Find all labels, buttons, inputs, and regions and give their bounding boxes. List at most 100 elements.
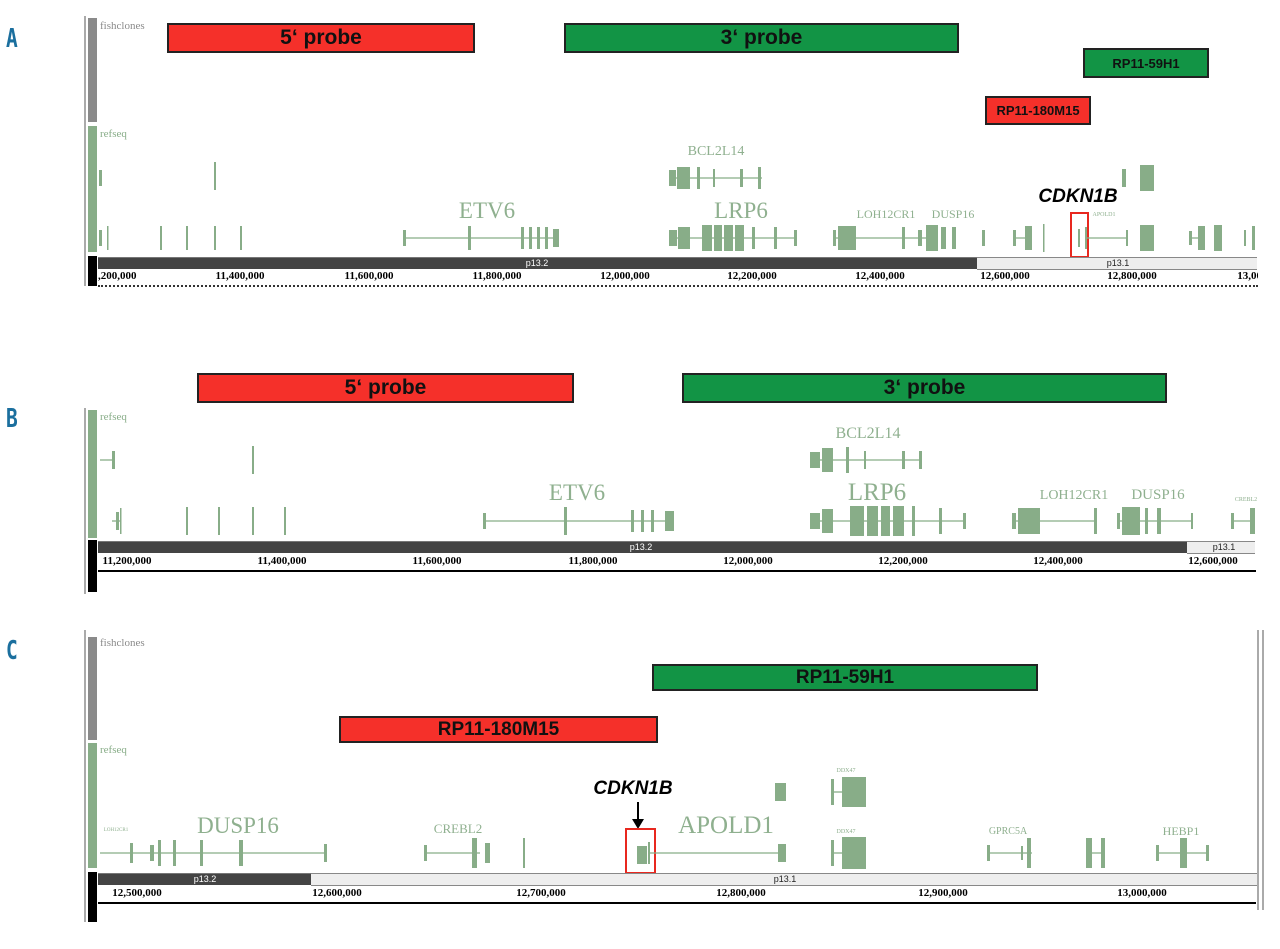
band-label: p13.2 [525, 258, 549, 268]
exon [1189, 231, 1192, 245]
refseq-track-handle[interactable] [88, 126, 97, 252]
gene-label-lrp6: LRP6 [714, 198, 768, 223]
refseq-track-handle[interactable] [88, 743, 97, 868]
exon [867, 506, 878, 536]
tick-label: 12,000,000 [600, 270, 650, 282]
arrow-down-icon [632, 802, 644, 829]
exon [702, 225, 712, 251]
tick-label: 11,200,000 [98, 270, 137, 282]
gene-label-loh12cr1: LOH12CR1 [856, 207, 916, 221]
refseq-track-label: refseq [100, 411, 127, 423]
exon [912, 506, 915, 536]
gene-label-cdkn1b: CDKN1B [593, 778, 673, 799]
exon [1252, 226, 1255, 250]
exon [200, 840, 203, 866]
fishclones-track-handle[interactable] [88, 18, 97, 122]
tick-label: 11,400,000 [215, 270, 265, 282]
exon [529, 227, 532, 249]
gene-label-crebl2: CREBL2 [433, 821, 483, 836]
exon [545, 227, 548, 249]
band-p13-2: p13.2 [98, 873, 311, 885]
tick-label: 11,800,000 [472, 270, 522, 282]
exon [677, 167, 690, 189]
tick-label: 12,600,000 [312, 887, 362, 899]
exon [1198, 226, 1205, 250]
exon [810, 452, 820, 468]
tick-label: 11,400,000 [257, 555, 307, 567]
exon [939, 508, 942, 534]
band-label: p13.1 [1106, 258, 1130, 268]
exon [902, 227, 905, 249]
exon [713, 169, 715, 187]
exon [1122, 507, 1140, 535]
exon [1094, 508, 1097, 534]
exon [831, 840, 834, 866]
ruler-track-handle[interactable] [88, 256, 97, 286]
exon [918, 230, 922, 246]
ruler-a: 11,200,000 11,400,000 11,600,000 11,800,000… [98, 270, 1258, 290]
ruler-track-handle[interactable] [88, 540, 97, 592]
exon [735, 225, 744, 251]
exon [483, 513, 486, 529]
axis-line [98, 285, 1258, 287]
gene-label-loh12cr1: LOH12CR1 [103, 828, 129, 833]
exon [468, 226, 471, 250]
tick-label: 11,800,000 [568, 555, 618, 567]
axis-line [98, 570, 1256, 572]
exon [669, 230, 677, 246]
exon [1191, 513, 1193, 529]
exon [1157, 508, 1161, 534]
exon [678, 227, 690, 249]
band-p13-1: p13.1 [977, 257, 1257, 270]
exon [952, 227, 956, 249]
exon [1122, 169, 1126, 187]
exon [987, 845, 990, 861]
scrollbar-edge[interactable] [1257, 630, 1259, 910]
gene-label-gprc5a: GPRC5A [988, 826, 1028, 837]
band-p13-1: p13.1 [311, 873, 1257, 886]
exon [1231, 513, 1234, 529]
scrollbar-edge[interactable] [1262, 630, 1264, 910]
exon [1043, 224, 1045, 252]
exon [831, 779, 834, 805]
exon [214, 162, 216, 190]
gene-label-crebl2: CREBL2 [1234, 497, 1258, 503]
exon [758, 167, 761, 189]
exon [637, 846, 647, 864]
panel-letter-a: A [6, 24, 18, 54]
exon [1086, 838, 1092, 868]
gene-label-cdkn1b: CDKN1B [1038, 186, 1118, 207]
exon [403, 230, 406, 246]
exon [752, 227, 755, 249]
exon [252, 446, 254, 474]
exon [214, 226, 216, 250]
gene-label-ddx47: DDX47 [836, 829, 856, 835]
probe-rp11-59h1: RP11-59H1 [652, 664, 1038, 691]
exon [926, 225, 938, 251]
exon [158, 840, 161, 866]
tick-label: 12,500,000 [112, 887, 162, 899]
fishclones-track-label: fishclones [100, 20, 145, 32]
exon [833, 230, 836, 246]
exon [1126, 230, 1128, 246]
fishclones-track-handle[interactable] [88, 637, 97, 740]
exon [778, 844, 786, 862]
tick-label: 13,000,000 [1237, 270, 1258, 282]
exon [173, 840, 176, 866]
exon [838, 226, 856, 250]
exon [864, 451, 866, 469]
exon [822, 448, 833, 472]
refseq-track-handle[interactable] [88, 410, 97, 538]
band-label: p13.2 [193, 874, 217, 884]
exon [485, 843, 490, 863]
exon [842, 777, 866, 807]
exon [1018, 508, 1040, 534]
exon [902, 451, 905, 469]
ruler-track-handle[interactable] [88, 872, 97, 922]
band-p13-1: p13.1 [1187, 541, 1255, 554]
exon [240, 226, 242, 250]
exon [324, 844, 327, 862]
exon [120, 508, 122, 534]
